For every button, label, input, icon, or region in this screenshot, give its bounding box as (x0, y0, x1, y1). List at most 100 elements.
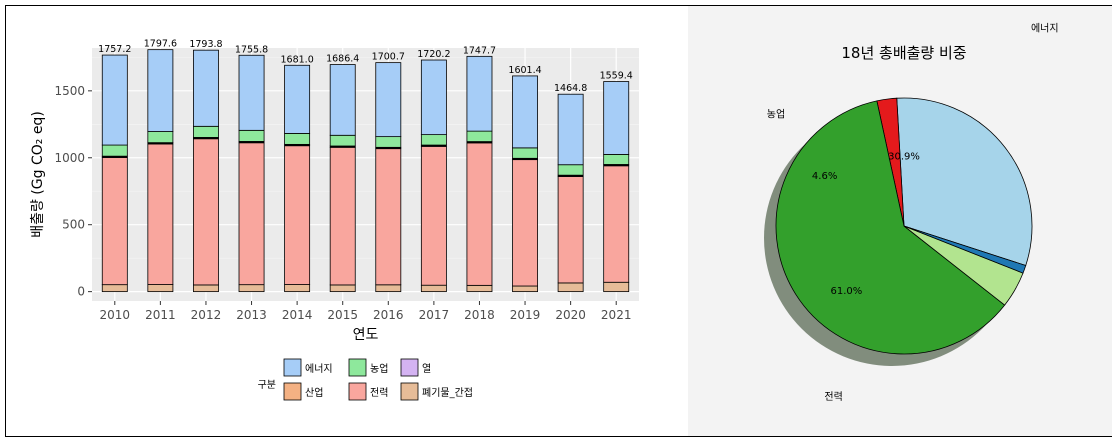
bar-total-label: 1755.8 (235, 44, 268, 55)
bar-segment-폐기물_간접 (238, 284, 265, 293)
x-tick-label: 2020 (555, 308, 586, 322)
bar-segment-전력 (466, 142, 493, 286)
pie-slice-label: 농업 (767, 107, 785, 120)
bar-segment-전력 (329, 146, 356, 286)
bar-segment-농업 (375, 136, 402, 148)
x-tick-label: 2017 (419, 308, 450, 322)
bar-segment-농업 (193, 125, 219, 138)
bar-segment-폐기물_간접 (557, 282, 584, 293)
x-tick-label: 2016 (373, 308, 404, 322)
x-tick-label: 2014 (282, 308, 313, 322)
pie-pct-label: 4.6% (812, 171, 837, 182)
legend-label: 에너지 (305, 363, 333, 375)
bar-segment-농업 (284, 133, 311, 145)
x-tick-label: 2021 (601, 308, 632, 322)
bar-segment-에너지 (238, 54, 265, 131)
bar-segment-농업 (420, 134, 447, 146)
bar-segment-에너지 (329, 64, 356, 136)
bar-total-label: 1559.4 (600, 71, 633, 82)
plot-panel (92, 48, 639, 301)
chart-canvas: 0 500 1000 1500 2010 1757.2 2011 1797.6 2012 1793… (30, 23, 1059, 404)
bar-total-label: 1464.8 (554, 83, 587, 94)
x-axis-title: 연도 (353, 327, 379, 343)
bar-total-label: 1757.2 (98, 44, 131, 55)
bar-segment-전력 (284, 145, 311, 285)
bar-segment-에너지 (375, 62, 402, 138)
pie-slice (896, 97, 1033, 267)
bar-total-label: 1700.7 (372, 52, 405, 63)
bar-segment-전력 (603, 165, 630, 283)
bar-segment-에너지 (147, 49, 174, 132)
bar-segment-전력 (557, 176, 584, 284)
bar-total-label: 1681.0 (281, 54, 314, 65)
legend-swatch-에너지 (283, 358, 302, 377)
bar-segment-폐기물_간접 (329, 284, 356, 293)
y-axis-title: 배출량 (Gg CO₂ eq) (30, 111, 46, 238)
bar-segment-농업 (101, 144, 128, 157)
legend-label: 산업 (305, 386, 323, 399)
x-tick-label: 2019 (510, 308, 541, 322)
pie-slice (903, 225, 1027, 274)
bar-segment-에너지 (466, 55, 493, 132)
bar-segment-에너지 (193, 49, 219, 127)
y-tick-label: 0 (77, 285, 85, 299)
bar-segment-전력 (375, 148, 402, 286)
bar-segment-농업 (238, 129, 265, 142)
legend-label: 폐기물_간접 (422, 387, 473, 399)
bar-total-label: 1747.7 (463, 45, 496, 56)
pie-pct-label: 30.9% (888, 152, 920, 163)
x-tick-label: 2011 (145, 308, 176, 322)
bar-segment-농업 (147, 131, 174, 144)
bar-segment-전력 (420, 145, 447, 286)
pie-title: 18년 총배출량 비중 (841, 44, 966, 62)
bar-segment-전력 (238, 142, 265, 286)
x-tick-label: 2012 (191, 308, 222, 322)
x-tick-label: 2010 (100, 308, 131, 322)
bar-total-label: 1793.8 (189, 39, 222, 50)
bar-segment-농업 (557, 164, 584, 176)
legend-swatch-폐기물_간접 (400, 382, 419, 401)
bar-total-label: 1601.4 (508, 65, 541, 76)
bar-segment-농업 (603, 154, 630, 165)
bar-total-label: 1797.6 (144, 39, 177, 50)
bar-segment-폐기물_간접 (147, 284, 174, 293)
bar-segment-농업 (466, 130, 493, 142)
legend-label: 전력 (370, 387, 388, 399)
bar-segment-폐기물_간접 (101, 284, 128, 293)
bar-segment-전력 (512, 159, 538, 287)
pie-slice (775, 100, 1006, 355)
bar-segment-폐기물_간접 (375, 284, 402, 293)
y-tick-label: 1500 (54, 84, 85, 98)
bar-segment-전력 (193, 138, 219, 286)
pie-pct-label: 61.0% (831, 286, 863, 297)
pie-slice-label: 에너지 (1031, 23, 1059, 35)
x-tick-label: 2013 (236, 308, 267, 322)
bar-segment-전력 (147, 143, 174, 285)
bar-segment-폐기물_간접 (466, 284, 493, 293)
bar-segment-에너지 (420, 59, 447, 136)
legend-swatch-산업 (283, 382, 302, 401)
bar-total-label: 1720.2 (417, 49, 450, 60)
bar-segment-에너지 (603, 81, 630, 155)
figure-frame: 0 500 1000 1500 2010 1757.2 2011 1797.6 2012 1793… (5, 5, 1112, 437)
x-tick-label: 2018 (464, 308, 495, 322)
y-tick-label: 1000 (54, 151, 85, 165)
y-tick-label: 500 (62, 218, 85, 232)
legend-title: 구분 (258, 379, 276, 391)
bar-segment-폐기물_간접 (603, 281, 630, 293)
bar-segment-전력 (101, 157, 128, 286)
bar-segment-농업 (329, 134, 356, 147)
bar-segment-폐기물_간접 (193, 284, 219, 293)
legend-label: 열 (422, 363, 431, 375)
bar-segment-에너지 (512, 75, 538, 149)
x-tick-label: 2015 (327, 308, 358, 322)
pie-slice-label: 전력 (824, 391, 842, 403)
bar-segment-에너지 (101, 54, 128, 146)
bar-segment-폐기물_간접 (512, 285, 538, 293)
bar-total-label: 1686.4 (326, 54, 359, 65)
legend-swatch-전력 (348, 382, 367, 401)
bar-segment-에너지 (557, 93, 584, 166)
bar-segment-농업 (512, 147, 538, 159)
legend-label: 농업 (370, 362, 388, 375)
bar-segment-폐기물_간접 (420, 284, 447, 293)
